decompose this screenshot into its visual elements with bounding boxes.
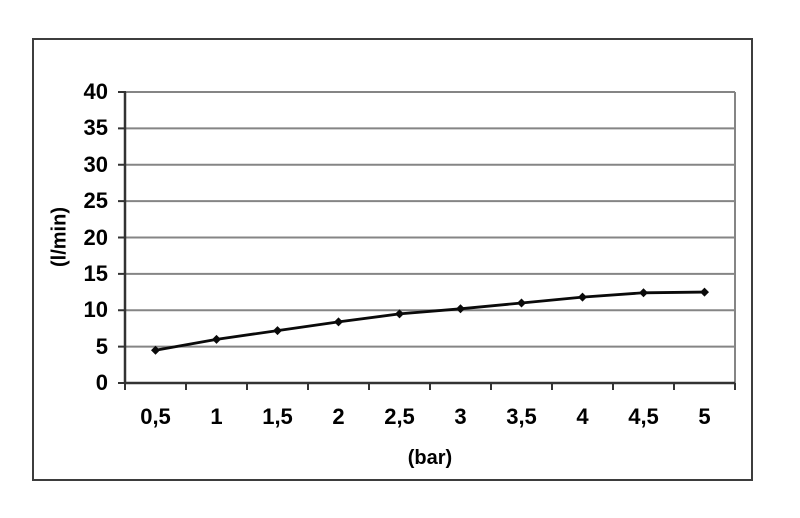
data-point-marker [456,304,465,314]
y-tick-label: 25 [83,188,108,214]
y-tick-label: 5 [95,333,108,359]
y-tick-label: 15 [83,260,108,286]
y-tick-label: 0 [95,370,108,395]
x-tick-label: 4,5 [628,404,659,429]
y-tick-label: 35 [83,115,108,141]
x-tick-label: 2,5 [384,404,415,429]
x-tick-label: 0,5 [140,404,171,429]
y-tick-label: 30 [83,151,108,177]
data-point-marker [273,326,282,336]
x-tick-label: 3,5 [506,404,537,429]
plot-area [118,91,736,390]
x-tick-label: 1,5 [262,404,293,429]
x-axis-title: (bar) [407,447,453,469]
data-point-marker [212,334,221,344]
data-series-line [154,290,706,352]
data-point-marker [700,287,709,297]
x-tick-label: 2 [332,404,345,429]
y-tick-label: 10 [83,297,108,323]
data-point-marker [578,292,587,302]
x-tick-label: 5 [698,404,711,429]
chart-canvas [118,91,736,390]
data-point-marker [639,288,648,298]
data-point-marker [151,345,160,355]
x-tick-label: 3 [454,404,467,429]
y-tick-label: 20 [83,224,108,250]
data-point-marker [395,309,404,319]
x-tick-label: 4 [576,404,589,429]
data-point-marker [517,298,526,308]
x-tick-label: 1 [210,404,223,429]
data-point-marker [334,317,343,327]
chart-frame: (l/min) 0 5 10 15 20 25 30 35 40 0,5 1 1,5 2 2,5 3 3,5… [32,38,753,481]
y-tick-label: 40 [83,79,108,104]
